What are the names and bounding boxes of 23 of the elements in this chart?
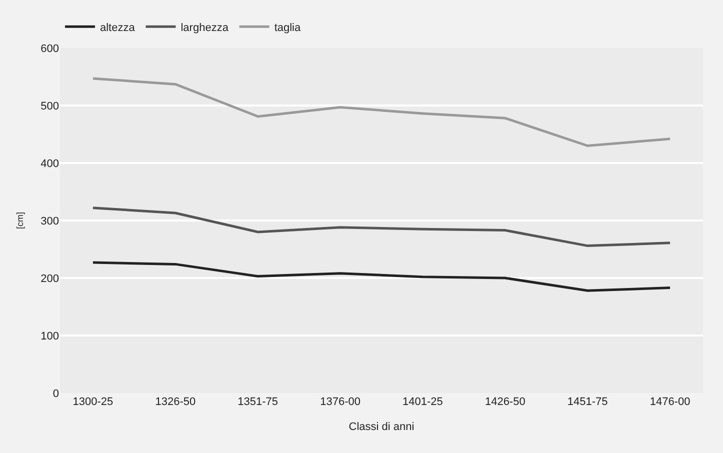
legend-label: altezza <box>100 22 136 34</box>
y-tick-label: 0 <box>52 388 59 400</box>
y-axis-title: [cm] <box>14 212 25 229</box>
y-tick-label: 100 <box>40 330 59 342</box>
x-tick-label: 1451-75 <box>567 396 608 408</box>
legend-label: taglia <box>274 22 302 34</box>
legend-label: larghezza <box>180 22 230 34</box>
y-tick-label: 600 <box>40 42 59 55</box>
x-tick-label: 1376-00 <box>320 396 360 408</box>
x-tick-label: 1300-25 <box>72 396 114 408</box>
x-tick-label: 1476-00 <box>650 396 690 408</box>
y-tick-label: 200 <box>40 272 59 285</box>
line-series <box>92 77 672 147</box>
x-tick-label: 1351-75 <box>238 396 278 408</box>
x-tick-label: 1326-50 <box>155 396 196 408</box>
line-series <box>92 261 672 292</box>
y-tick-label: 500 <box>40 100 59 112</box>
y-tick-label: 400 <box>40 158 59 170</box>
y-tick-label: 300 <box>40 215 59 228</box>
x-axis-title: Classi di anni <box>348 421 414 434</box>
line-series <box>92 206 672 248</box>
x-tick-label: 1401-25 <box>402 396 443 408</box>
x-tick-label: 1426-50 <box>484 396 526 408</box>
